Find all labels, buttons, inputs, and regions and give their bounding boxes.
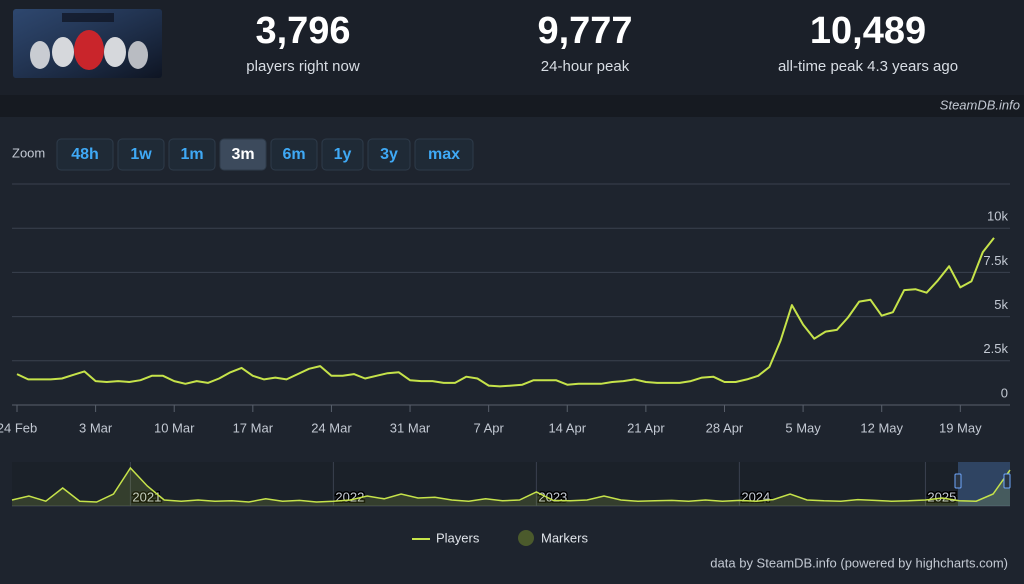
y-tick-label: 0 <box>1001 385 1008 400</box>
legend-label[interactable]: Players <box>436 530 480 545</box>
x-tick-label: 7 Apr <box>473 420 504 435</box>
zoom-button[interactable]: 1m <box>168 138 216 171</box>
zoom-button-label[interactable]: max <box>428 146 460 163</box>
brand-strip <box>0 95 1024 117</box>
zoom-button-bg[interactable] <box>270 138 318 171</box>
x-tick-label: 28 Apr <box>706 420 744 435</box>
navigator-bg <box>12 462 1010 506</box>
stat-value: 10,489 <box>810 10 926 52</box>
navigator-year: 2025 <box>927 489 956 504</box>
zoom-button-label[interactable]: 3m <box>231 146 254 163</box>
x-tick-label: 31 Mar <box>390 420 431 435</box>
chart-bg <box>0 117 1024 584</box>
stat-value: 9,777 <box>537 10 632 52</box>
x-tick-label: 17 Mar <box>233 420 274 435</box>
navigator-area <box>12 468 1010 506</box>
y-tick-label: 2.5k <box>983 341 1008 356</box>
legend-item[interactable]: Markers <box>518 530 588 546</box>
navigator-handle[interactable] <box>1003 473 1011 489</box>
zoom-button-bg[interactable] <box>321 138 364 171</box>
zoom-button-bg[interactable] <box>168 138 216 171</box>
navigator-line <box>11 466 1011 503</box>
zoom-button[interactable]: 3m <box>219 138 267 171</box>
x-tick-label: 10 Mar <box>154 420 195 435</box>
legend-label[interactable]: Markers <box>541 530 588 545</box>
stat-label: 24-hour peak <box>541 58 630 75</box>
legend-swatch[interactable] <box>518 530 534 546</box>
zoom-button[interactable]: 1y <box>321 138 364 171</box>
stat-label: all-time peak 4.3 years ago <box>778 58 958 75</box>
x-tick-label: 5 May <box>785 420 821 435</box>
credit: data by SteamDB.info (powered by highcha… <box>710 555 1008 570</box>
x-tick-label: 24 Mar <box>311 420 352 435</box>
stat-value: 3,796 <box>255 10 350 52</box>
zoom-button-bg[interactable] <box>367 138 411 171</box>
zoom-button[interactable]: 3y <box>367 138 411 171</box>
game-thumbnail <box>13 9 162 78</box>
zoom-button-label[interactable]: 1m <box>180 146 203 163</box>
zoom-button[interactable]: 6m <box>270 138 318 171</box>
x-tick-label: 14 Apr <box>548 420 586 435</box>
zoom-button-label[interactable]: 6m <box>282 146 305 163</box>
zoom-button-label[interactable]: 1w <box>130 146 152 163</box>
stat-label: players right now <box>246 58 360 75</box>
zoom-button-bg[interactable] <box>219 138 267 171</box>
legend-item[interactable]: Players <box>412 530 480 545</box>
zoom-button-bg[interactable] <box>56 138 114 171</box>
series-line <box>16 237 995 388</box>
zoom-button[interactable]: max <box>414 138 474 171</box>
x-tick-label: 19 May <box>939 420 982 435</box>
zoom-button[interactable]: 1w <box>117 138 165 171</box>
x-tick-label: 21 Apr <box>627 420 665 435</box>
brand: SteamDB.info <box>940 97 1020 112</box>
navigator-handle[interactable] <box>954 473 962 489</box>
x-tick-label: 24 Feb <box>0 420 37 435</box>
y-tick-label: 10k <box>987 209 1008 224</box>
zoom-button-label[interactable]: 1y <box>334 146 352 163</box>
y-tick-label: 7.5k <box>983 253 1008 268</box>
header-bg <box>0 0 1024 95</box>
zoom-button-label[interactable]: 48h <box>71 146 99 163</box>
x-tick-label: 12 May <box>860 420 903 435</box>
zoom-button-bg[interactable] <box>414 138 474 171</box>
y-tick-label: 5k <box>994 297 1008 312</box>
zoom-label: Zoom <box>12 145 45 160</box>
x-tick-label: 3 Mar <box>79 420 113 435</box>
zoom-button-label[interactable]: 3y <box>380 146 398 163</box>
zoom-button[interactable]: 48h <box>56 138 114 171</box>
zoom-button-bg[interactable] <box>117 138 165 171</box>
